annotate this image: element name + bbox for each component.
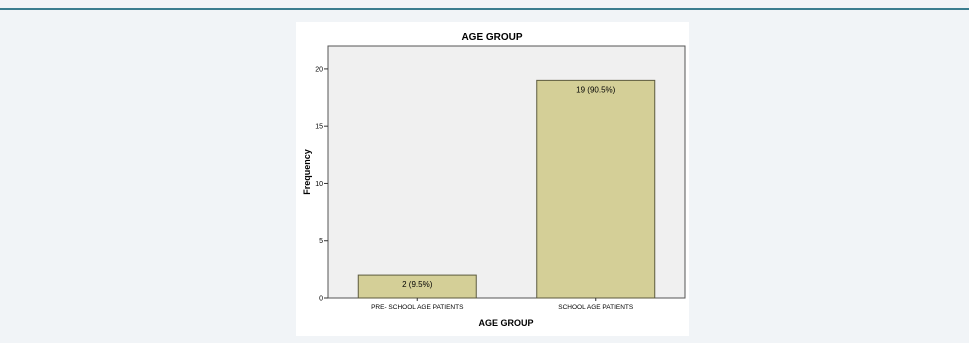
y-tick-label: 10 [315, 181, 323, 188]
header-rule [0, 8, 969, 10]
figure-panel: AGE GROUP 0 5 10 15 20 2 (9.5%) 19 (90.5%) PR… [296, 22, 689, 336]
bars-group: 2 (9.5%) 19 (90.5%) [357, 79, 656, 299]
chart-title: AGE GROUP [461, 32, 522, 43]
y-axis-label: Frequency [302, 149, 312, 195]
x-category-label: SCHOOL AGE PATIENTS [558, 304, 634, 311]
y-tick-label: 0 [319, 296, 323, 303]
x-axis-categories: PRE- SCHOOL AGE PATIENTS SCHOOL AGE PATIE… [371, 298, 634, 311]
x-category-label: PRE- SCHOOL AGE PATIENTS [371, 304, 464, 311]
bar-chart: AGE GROUP 0 5 10 15 20 2 (9.5%) 19 (90.5%) PR… [302, 32, 686, 328]
bar [536, 79, 656, 299]
x-axis-label: AGE GROUP [478, 318, 533, 328]
y-tick-label: 5 [319, 238, 323, 245]
y-axis-ticks: 0 5 10 15 20 [315, 66, 328, 303]
bar-data-label: 19 (90.5%) [576, 85, 615, 94]
y-tick-label: 15 [315, 124, 323, 131]
bar-data-label: 2 (9.5%) [402, 280, 433, 289]
y-tick-label: 20 [315, 66, 323, 73]
